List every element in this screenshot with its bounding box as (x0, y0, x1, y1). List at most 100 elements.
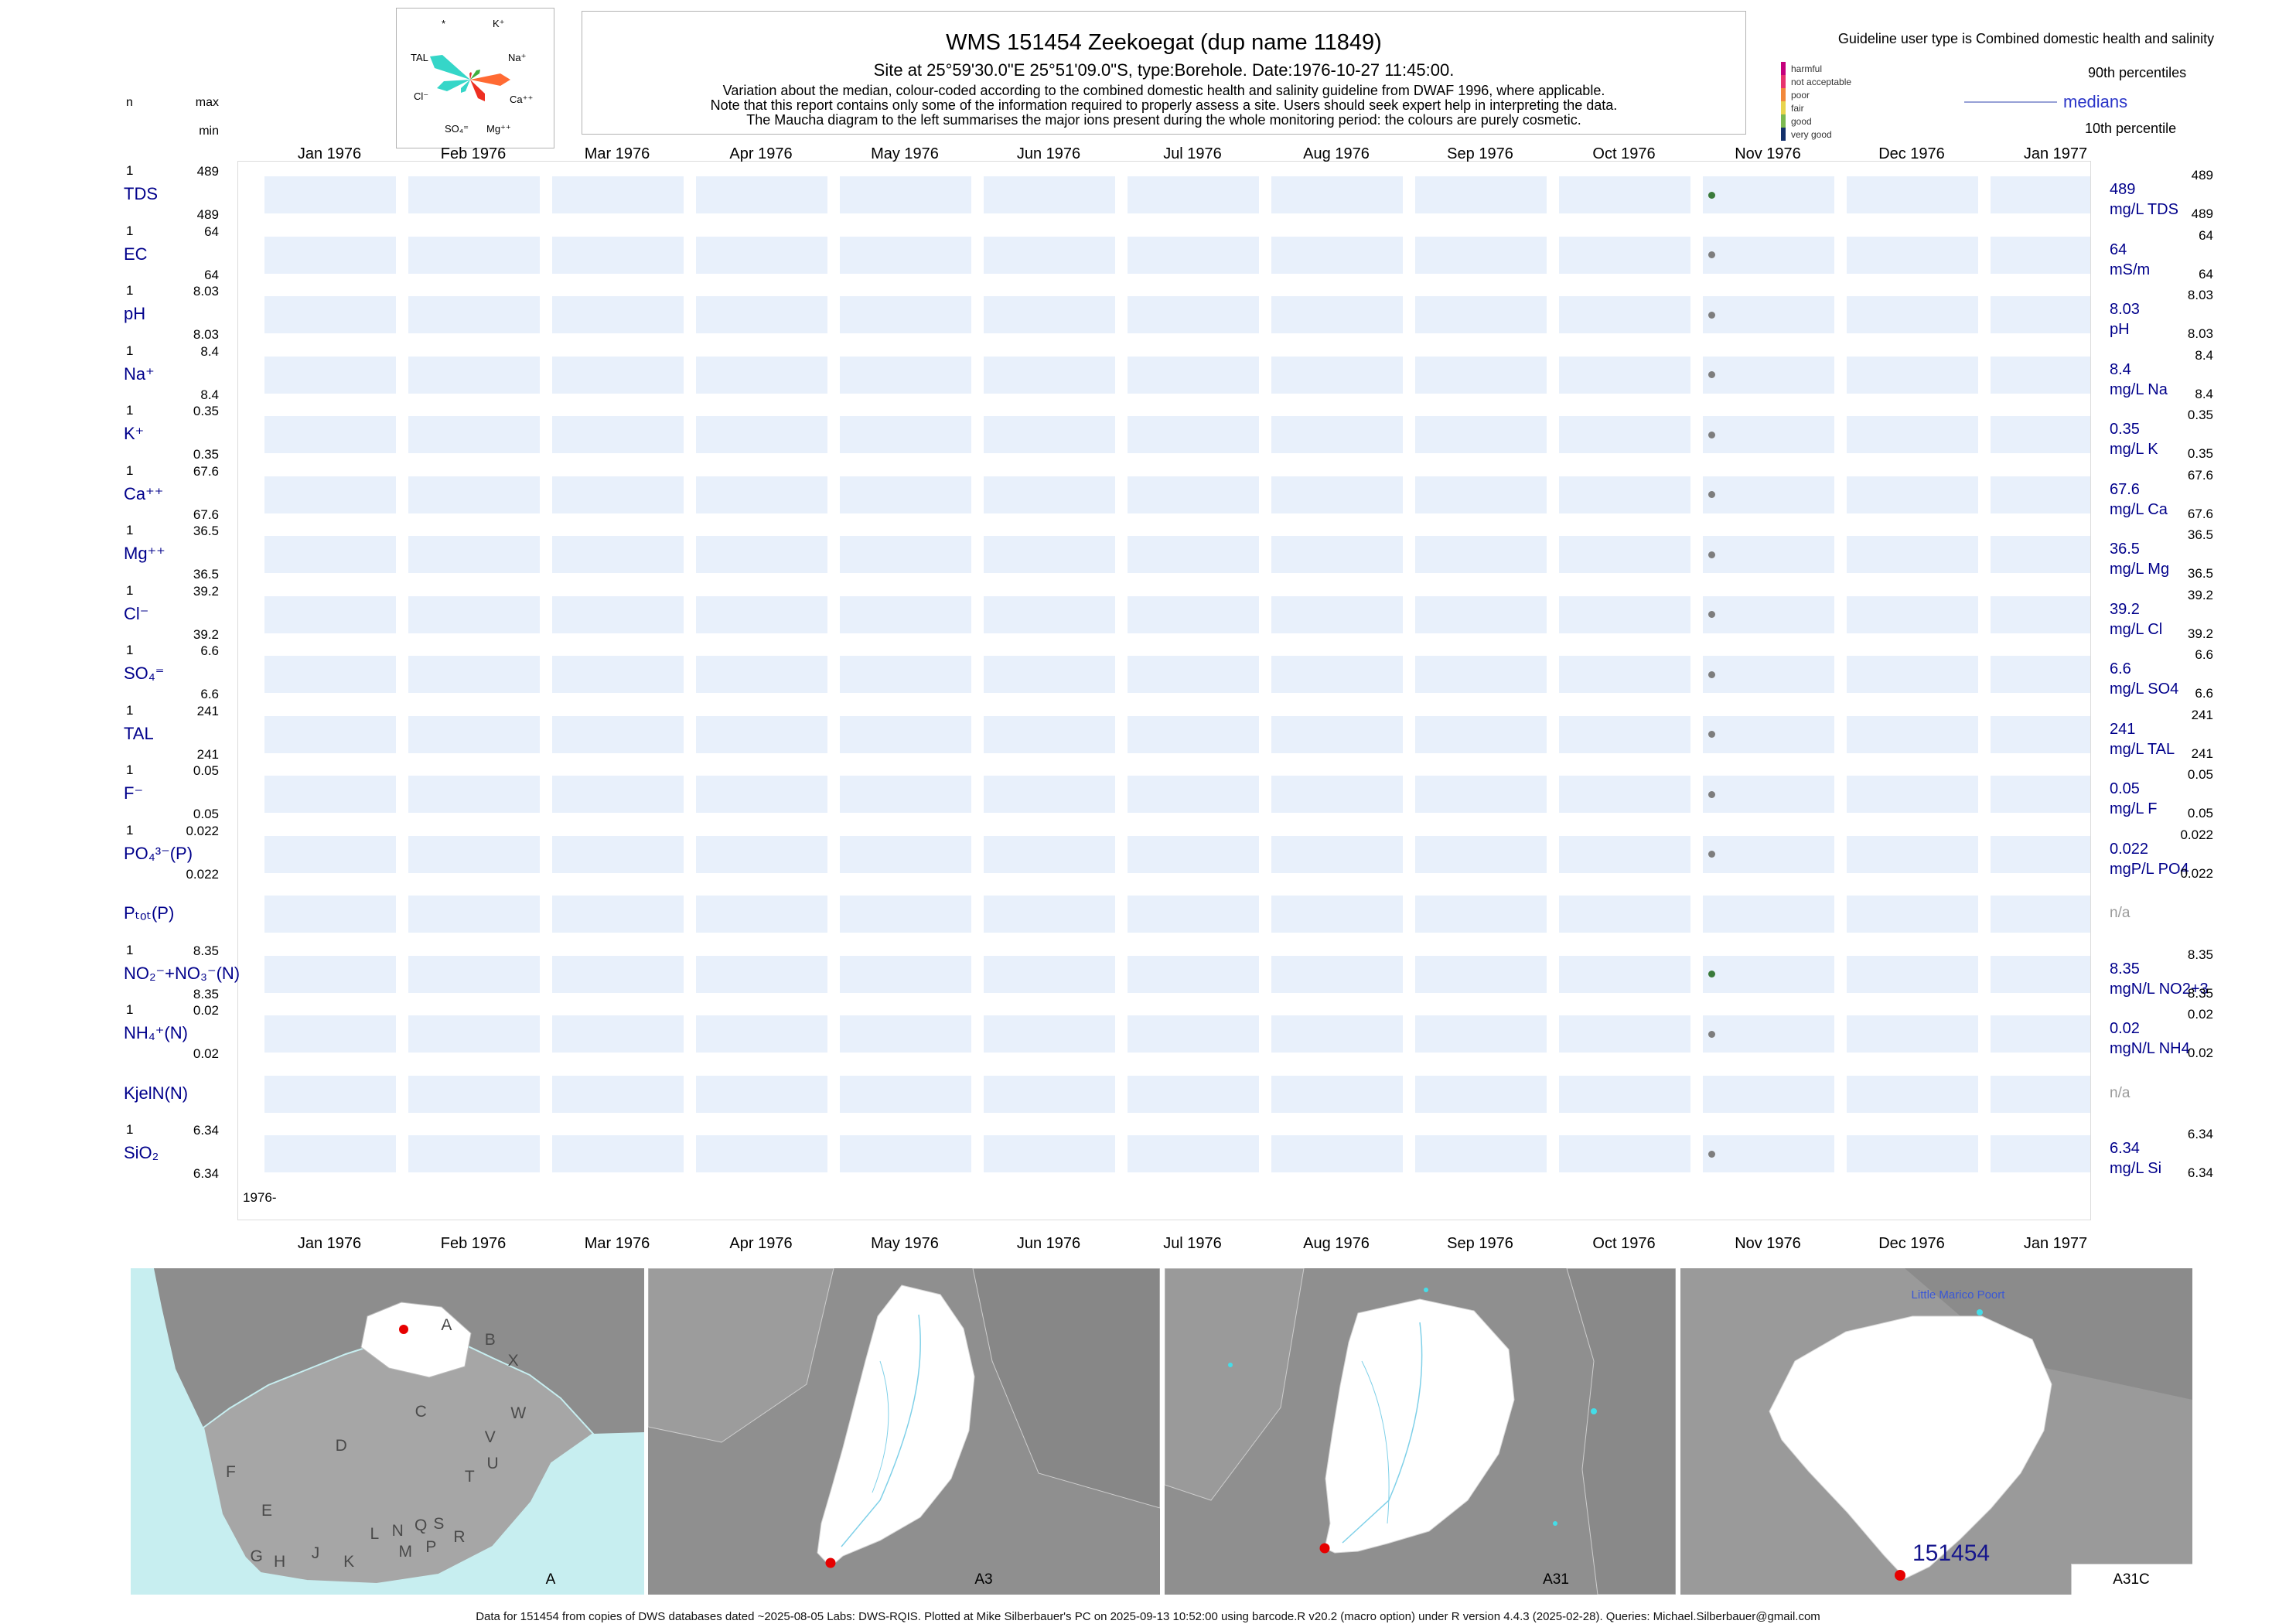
month-label-bottom: Sep 1976 (1447, 1235, 1513, 1252)
map-region-letter: R (453, 1528, 466, 1547)
map-region-letter: T (464, 1468, 475, 1486)
grid-cell (1991, 236, 2090, 274)
row-min-value: 0.35 (193, 447, 219, 462)
maucha-wedge-mg (470, 80, 485, 101)
grid-cell (1847, 416, 1978, 453)
row-sample-count: 1 (126, 643, 134, 657)
waterbody-dot (1977, 1309, 1983, 1315)
grid-cell (1271, 1135, 1403, 1172)
waterbody-dot (1228, 1363, 1233, 1367)
grid-cell (408, 715, 540, 753)
grid-cell (408, 955, 540, 993)
grid-cell (1991, 656, 2090, 693)
grid-cell (264, 176, 396, 213)
report-subtitle: Site at 25°59'30.0"E 25°51'09.0"S, type:… (873, 60, 1455, 80)
grid-cell (1703, 536, 1834, 573)
row-median-value: 0.022 (2110, 840, 2149, 858)
row-param-label: NH₄⁺(N) (124, 1023, 188, 1042)
grid-cell (408, 356, 540, 394)
grid-cell (840, 236, 971, 274)
month-label-top: Nov 1976 (1735, 145, 1801, 162)
grid-cell (984, 536, 1115, 573)
row-p90-value: 64 (2199, 227, 2213, 243)
maucha-wedge-ca (470, 73, 510, 86)
row-max-value: 64 (204, 223, 219, 239)
row-sample-count: 1 (126, 283, 134, 298)
row-unit-label: mgN/L NH4 (2110, 1040, 2190, 1057)
legend-medians-label: medians (2063, 92, 2128, 111)
row-p10-value: 8.35 (2187, 985, 2213, 1001)
column-header-max: max (195, 96, 219, 109)
grid-cell (1415, 296, 1547, 333)
grid-cell (1991, 835, 2090, 873)
data-point (1708, 1030, 1715, 1038)
grid-cell (1847, 715, 1978, 753)
map-panel-a31: A31 (1165, 1268, 1676, 1595)
grid-cell (552, 896, 684, 933)
grid-cell (1703, 835, 1834, 873)
row-param-label: F⁻ (124, 783, 144, 803)
guideline-legend-title: Guideline user type is Combined domestic… (1837, 31, 2215, 46)
row-max-value: 241 (196, 703, 219, 718)
grid-cell (1271, 1075, 1403, 1113)
row-median-value: 64 (2110, 241, 2127, 258)
grid-cell (1703, 896, 1834, 933)
grid-cell (1703, 1015, 1834, 1053)
row-median-value: 0.35 (2110, 421, 2140, 438)
grid-cell (1991, 356, 2090, 394)
grid-cell (840, 356, 971, 394)
row-param-label: KjelN(N) (124, 1083, 189, 1103)
grid-cell (1703, 955, 1834, 993)
row-p10-value: 8.4 (2195, 386, 2213, 401)
map-region-letter: L (370, 1524, 380, 1543)
grid-cell (1847, 955, 1978, 993)
grid-cell (1559, 835, 1690, 873)
grid-cell (552, 595, 684, 633)
month-label-top: Mar 1976 (584, 145, 650, 162)
map-region-letter: P (425, 1537, 437, 1556)
grid-cell (696, 1135, 827, 1172)
grid-cell (1271, 835, 1403, 873)
map-panel-label-a3: A3 (974, 1571, 993, 1588)
month-label-top: Jan 1977 (2023, 145, 2088, 162)
row-median-value: 0.05 (2110, 780, 2140, 797)
grid-cell (984, 835, 1115, 873)
row-unit-label: mgP/L PO4 (2110, 860, 2189, 878)
grid-cell (408, 776, 540, 813)
grid-cell (552, 715, 684, 753)
grid-cell (1847, 476, 1978, 513)
map-region-letter: U (486, 1455, 499, 1473)
grid-cell (552, 416, 684, 453)
row-sample-count: 1 (126, 223, 134, 238)
grid-cell (1559, 715, 1690, 753)
grid-cell (552, 776, 684, 813)
month-label-bottom: Feb 1976 (440, 1235, 507, 1252)
guideline-level-label: good (1791, 116, 1812, 127)
row-p10-value: 8.03 (2187, 326, 2213, 341)
grid-cell (984, 1075, 1115, 1113)
grid-cell (1847, 656, 1978, 693)
grid-cell (696, 715, 827, 753)
grid-cell (840, 896, 971, 933)
row-unit-label: mg/L F (2110, 800, 2158, 817)
row-p90-value: 6.34 (2187, 1127, 2213, 1141)
row-p90-value: 489 (2191, 168, 2213, 183)
guideline-level-label: very good (1791, 129, 1832, 140)
grid-cell (1559, 536, 1690, 573)
grid-cell (984, 356, 1115, 394)
grid-cell (1559, 176, 1690, 213)
map-panel-label-a: A (545, 1571, 556, 1588)
data-point (1708, 611, 1715, 618)
grid-cell (1847, 176, 1978, 213)
grid-cell (840, 296, 971, 333)
grid-cell (696, 835, 827, 873)
a31c-map-svg (1680, 1268, 2192, 1595)
data-point (1708, 371, 1715, 378)
month-label-bottom: Jul 1976 (1163, 1235, 1222, 1252)
grid-cell (1271, 955, 1403, 993)
guideline-level-swatch (1781, 88, 1786, 101)
map-panel-a3: A3 (648, 1268, 1160, 1595)
guideline-level-swatch (1781, 62, 1786, 75)
map-region-letter: K (343, 1552, 355, 1571)
row-unit-label: mgN/L NO2+3 (2110, 980, 2209, 998)
